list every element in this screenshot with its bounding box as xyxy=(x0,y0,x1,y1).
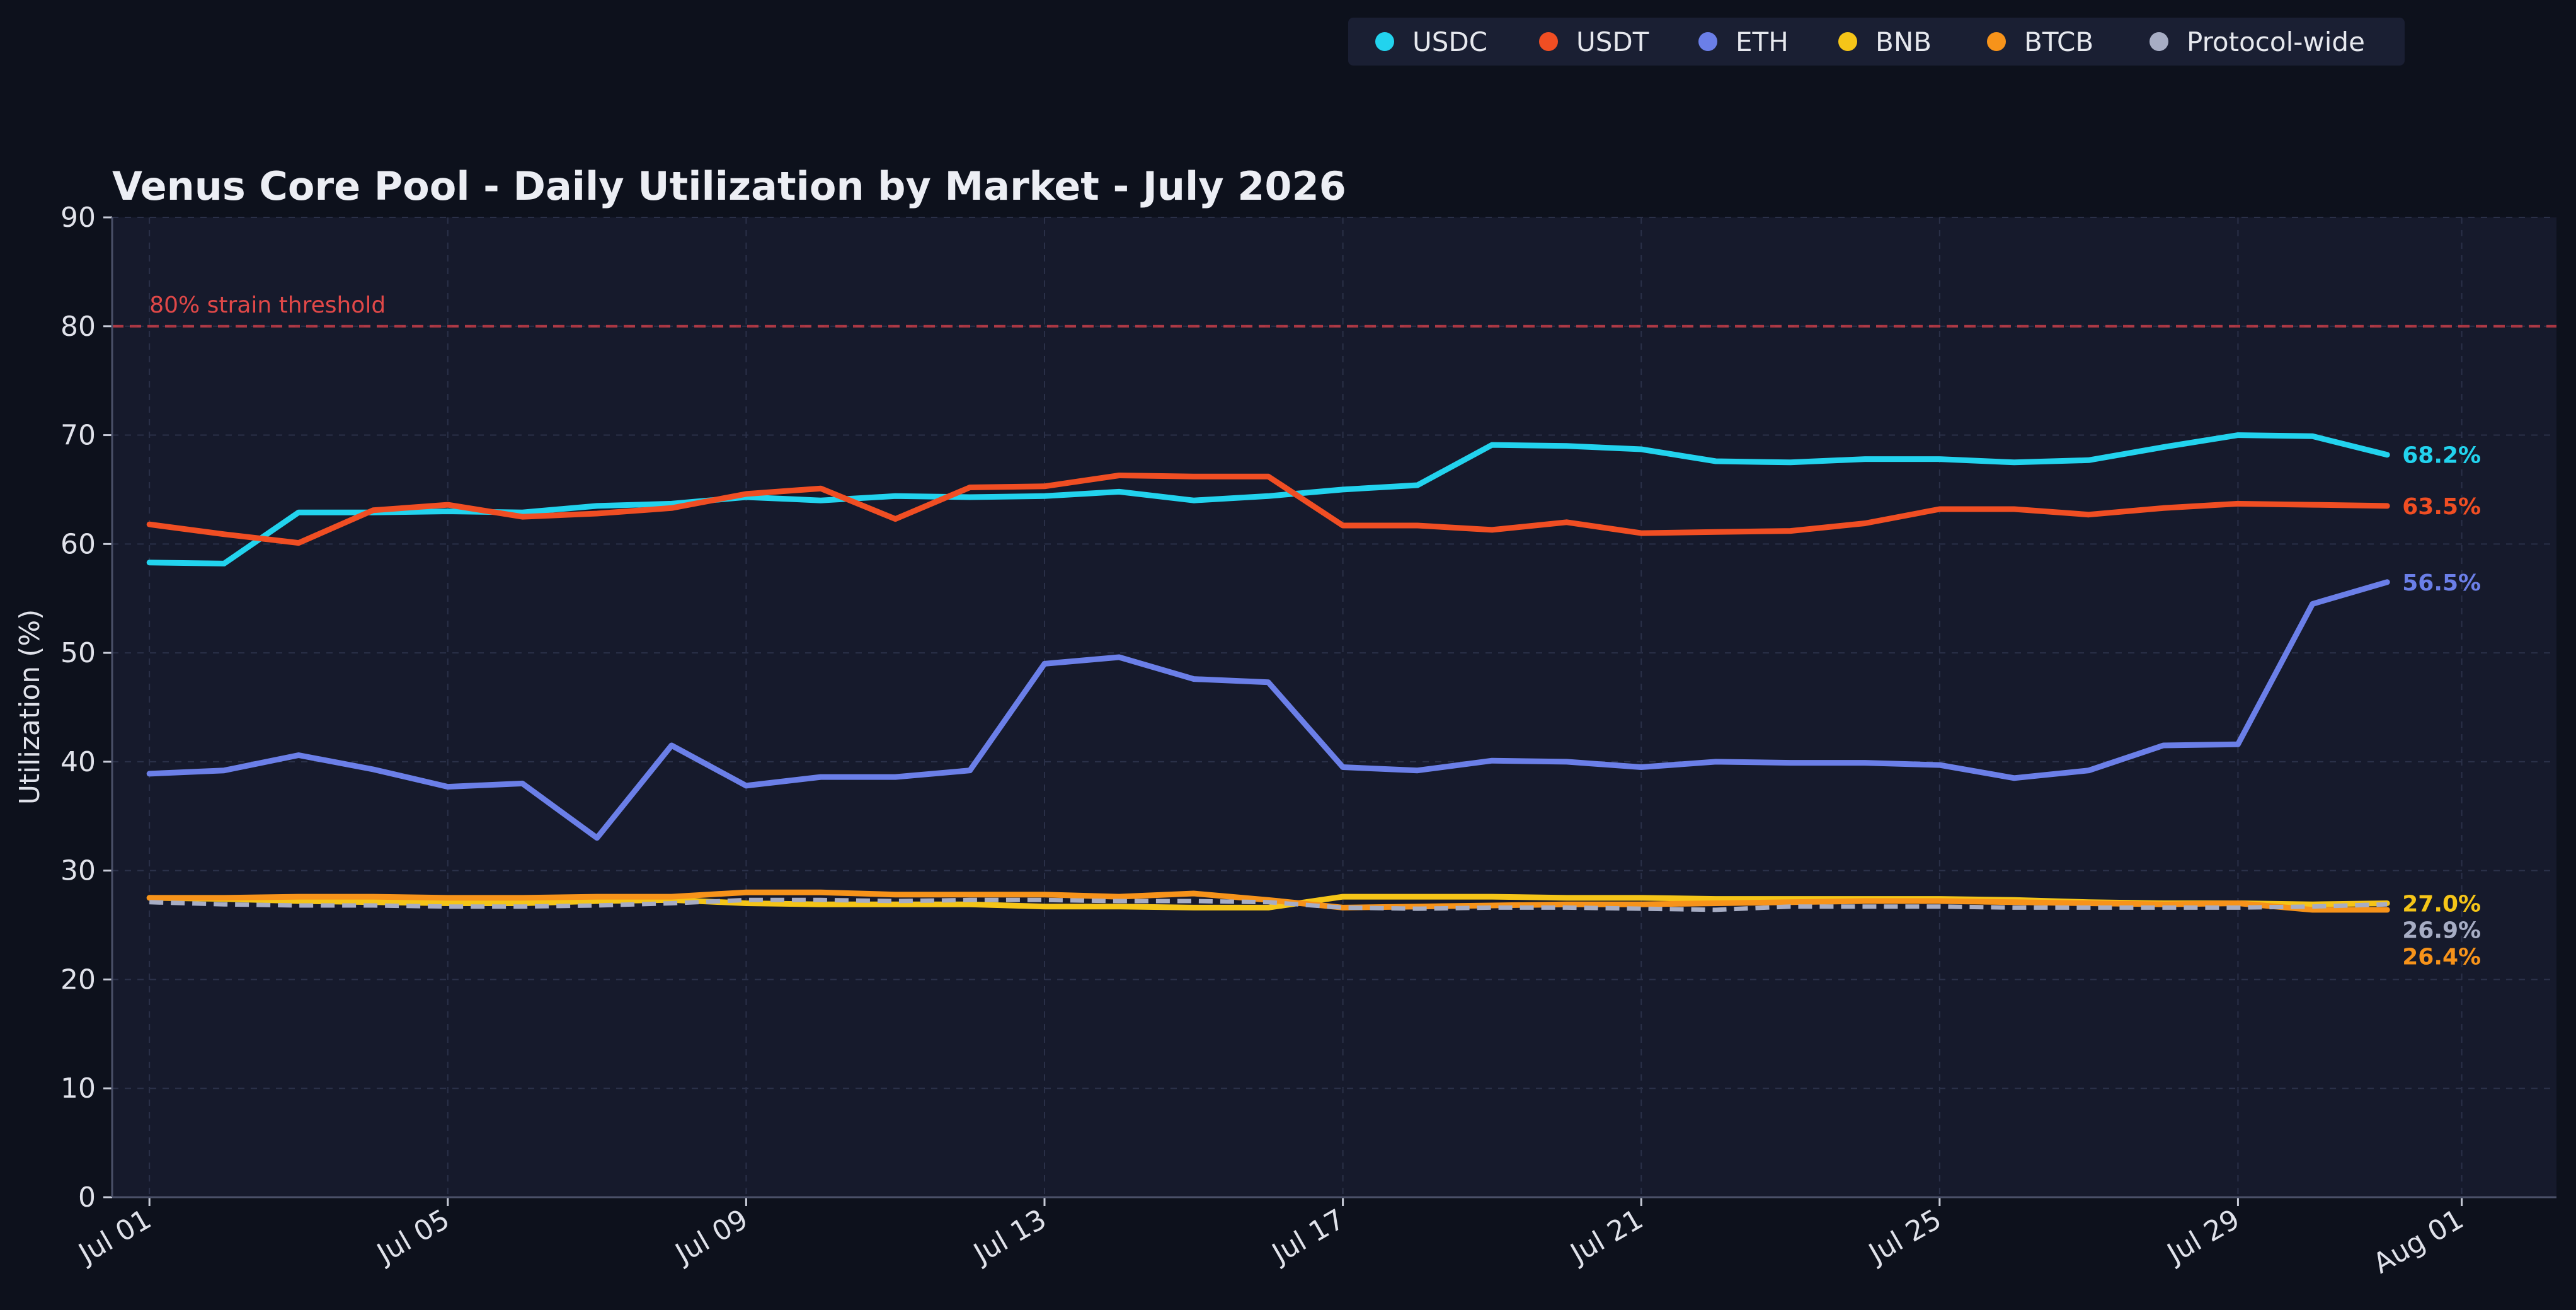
legend-marker xyxy=(1698,32,1717,51)
y-axis-label: Utilization (%) xyxy=(14,609,46,805)
x-tick-label: Jul 25 xyxy=(1862,1203,1947,1270)
plot-area xyxy=(112,217,2556,1197)
x-tick-label: Jul 09 xyxy=(668,1203,753,1270)
end-label-eth: 56.5% xyxy=(2402,570,2481,596)
legend-marker xyxy=(1375,32,1394,51)
x-tick-label: Jul 29 xyxy=(2160,1203,2245,1270)
end-label-btcb: 26.4% xyxy=(2402,945,2481,970)
x-tick-label: Aug 01 xyxy=(2368,1203,2470,1280)
legend-item-bnb: BNB xyxy=(1838,26,1932,57)
series-line-eth xyxy=(146,579,2390,841)
y-tick-label: 40 xyxy=(60,746,96,778)
chart-legend: USDC USDT ETH BNB BTCB Protocol-wide xyxy=(1348,18,2405,66)
legend-label: BNB xyxy=(1875,26,1932,57)
end-label-bnb: 27.0% xyxy=(2402,892,2481,917)
y-tick-label: 0 xyxy=(78,1181,96,1214)
legend-label: Protocol-wide xyxy=(2187,26,2365,57)
x-tick-label: Jul 13 xyxy=(967,1203,1052,1270)
end-label-protocol-wide: 26.9% xyxy=(2402,918,2481,944)
legend-marker xyxy=(1987,32,2006,51)
legend-label: USDC xyxy=(1412,26,1487,57)
legend-item-usdt: USDT xyxy=(1539,26,1649,57)
legend-box xyxy=(1348,18,2405,66)
series-line-usdt xyxy=(146,473,2390,546)
y-tick-label: 90 xyxy=(60,202,96,234)
legend-marker xyxy=(1838,32,1857,51)
legend-label: BTCB xyxy=(2024,26,2093,57)
chart-title: Venus Core Pool - Daily Utilization by M… xyxy=(112,163,1346,209)
legend-marker xyxy=(2150,32,2168,51)
x-tick-label: Jul 21 xyxy=(1564,1203,1649,1270)
series-line-protocol-wide xyxy=(149,897,2388,912)
y-tick-label: 30 xyxy=(60,855,96,887)
y-tick-label: 60 xyxy=(60,528,96,560)
legend-item-protocol-wide: Protocol-wide xyxy=(2150,26,2365,57)
series-lines xyxy=(146,432,2390,913)
x-tick-label: Jul 17 xyxy=(1265,1203,1350,1270)
end-label-usdt: 63.5% xyxy=(2402,494,2481,520)
end-label-usdc: 68.2% xyxy=(2402,443,2481,469)
legend-marker xyxy=(1539,32,1558,51)
x-tick-label: Jul 05 xyxy=(370,1203,455,1270)
y-tick-label: 10 xyxy=(60,1072,96,1105)
y-tick-label: 70 xyxy=(60,420,96,452)
y-tick-label: 20 xyxy=(60,963,96,996)
legend-item-btcb: BTCB xyxy=(1987,26,2093,57)
legend-item-eth: ETH xyxy=(1698,26,1789,57)
legend-label: USDT xyxy=(1576,26,1649,57)
legend-item-usdc: USDC xyxy=(1375,26,1487,57)
y-tick-label: 50 xyxy=(60,637,96,669)
series-line-usdc xyxy=(146,432,2390,566)
end-labels: 68.2% 63.5% 56.5% 27.0%26.9%26.4% xyxy=(2402,443,2481,970)
legend-label: ETH xyxy=(1736,26,1789,57)
y-tick-label: 80 xyxy=(60,311,96,343)
strain-threshold: 80% strain threshold xyxy=(112,292,2556,328)
threshold-label: 80% strain threshold xyxy=(149,292,386,318)
